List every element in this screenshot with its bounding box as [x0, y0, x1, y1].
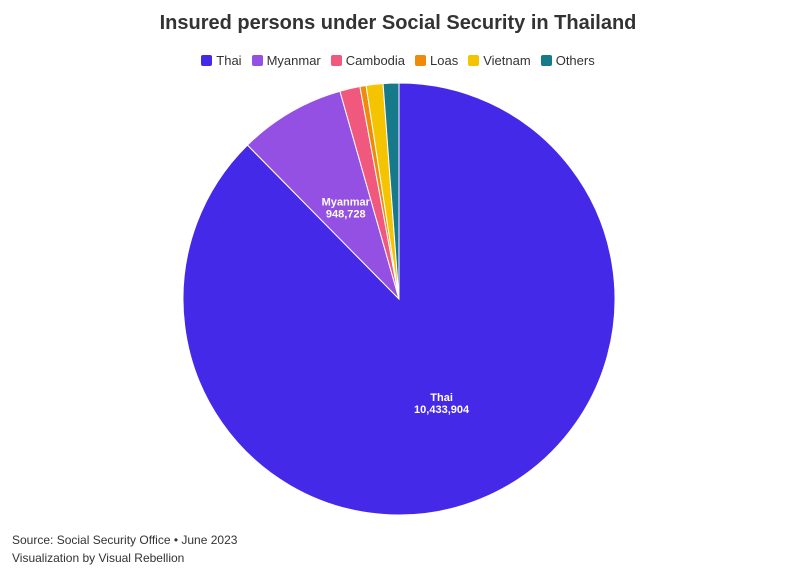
legend-label: Thai [216, 53, 242, 68]
legend-swatch [468, 55, 480, 66]
legend-item-cambodia[interactable]: Cambodia [330, 53, 406, 68]
credit-note: Visualization by Visual Rebellion [12, 551, 185, 565]
legend-label: Cambodia [345, 53, 406, 68]
pie-slice-others[interactable] [382, 82, 400, 300]
source-note: Source: Social Security Office • June 20… [12, 533, 238, 547]
legend-item-others[interactable]: Others [540, 53, 595, 68]
legend-item-myanmar[interactable]: Myanmar [251, 53, 321, 68]
legend-label: Vietnam [483, 53, 531, 68]
pie-slice-myanmar[interactable] [246, 90, 400, 300]
legend-label: Others [555, 53, 595, 68]
legend-swatch [251, 55, 263, 66]
data-label-thai: Thai 10,433,904 [414, 392, 470, 416]
legend-item-thai[interactable]: Thai [201, 53, 242, 68]
legend-swatch [540, 55, 552, 66]
legend-swatch [330, 55, 342, 66]
legend-swatch [415, 55, 427, 66]
legend-swatch [201, 55, 213, 66]
chart-title: Insured persons under Social Security in… [159, 12, 637, 34]
legend-item-vietnam[interactable]: Vietnam [468, 53, 531, 68]
data-label-myanmar: Myanmar 948,728 [322, 197, 371, 221]
footer: Source: Social Security Office • June 20… [12, 531, 237, 567]
legend-label: Myanmar [266, 53, 321, 68]
legend-label: Loas [430, 53, 459, 68]
legend: Thai Myanmar Cambodia Loas Vietnam Others [0, 53, 796, 68]
legend-item-loas[interactable]: Loas [415, 53, 458, 68]
